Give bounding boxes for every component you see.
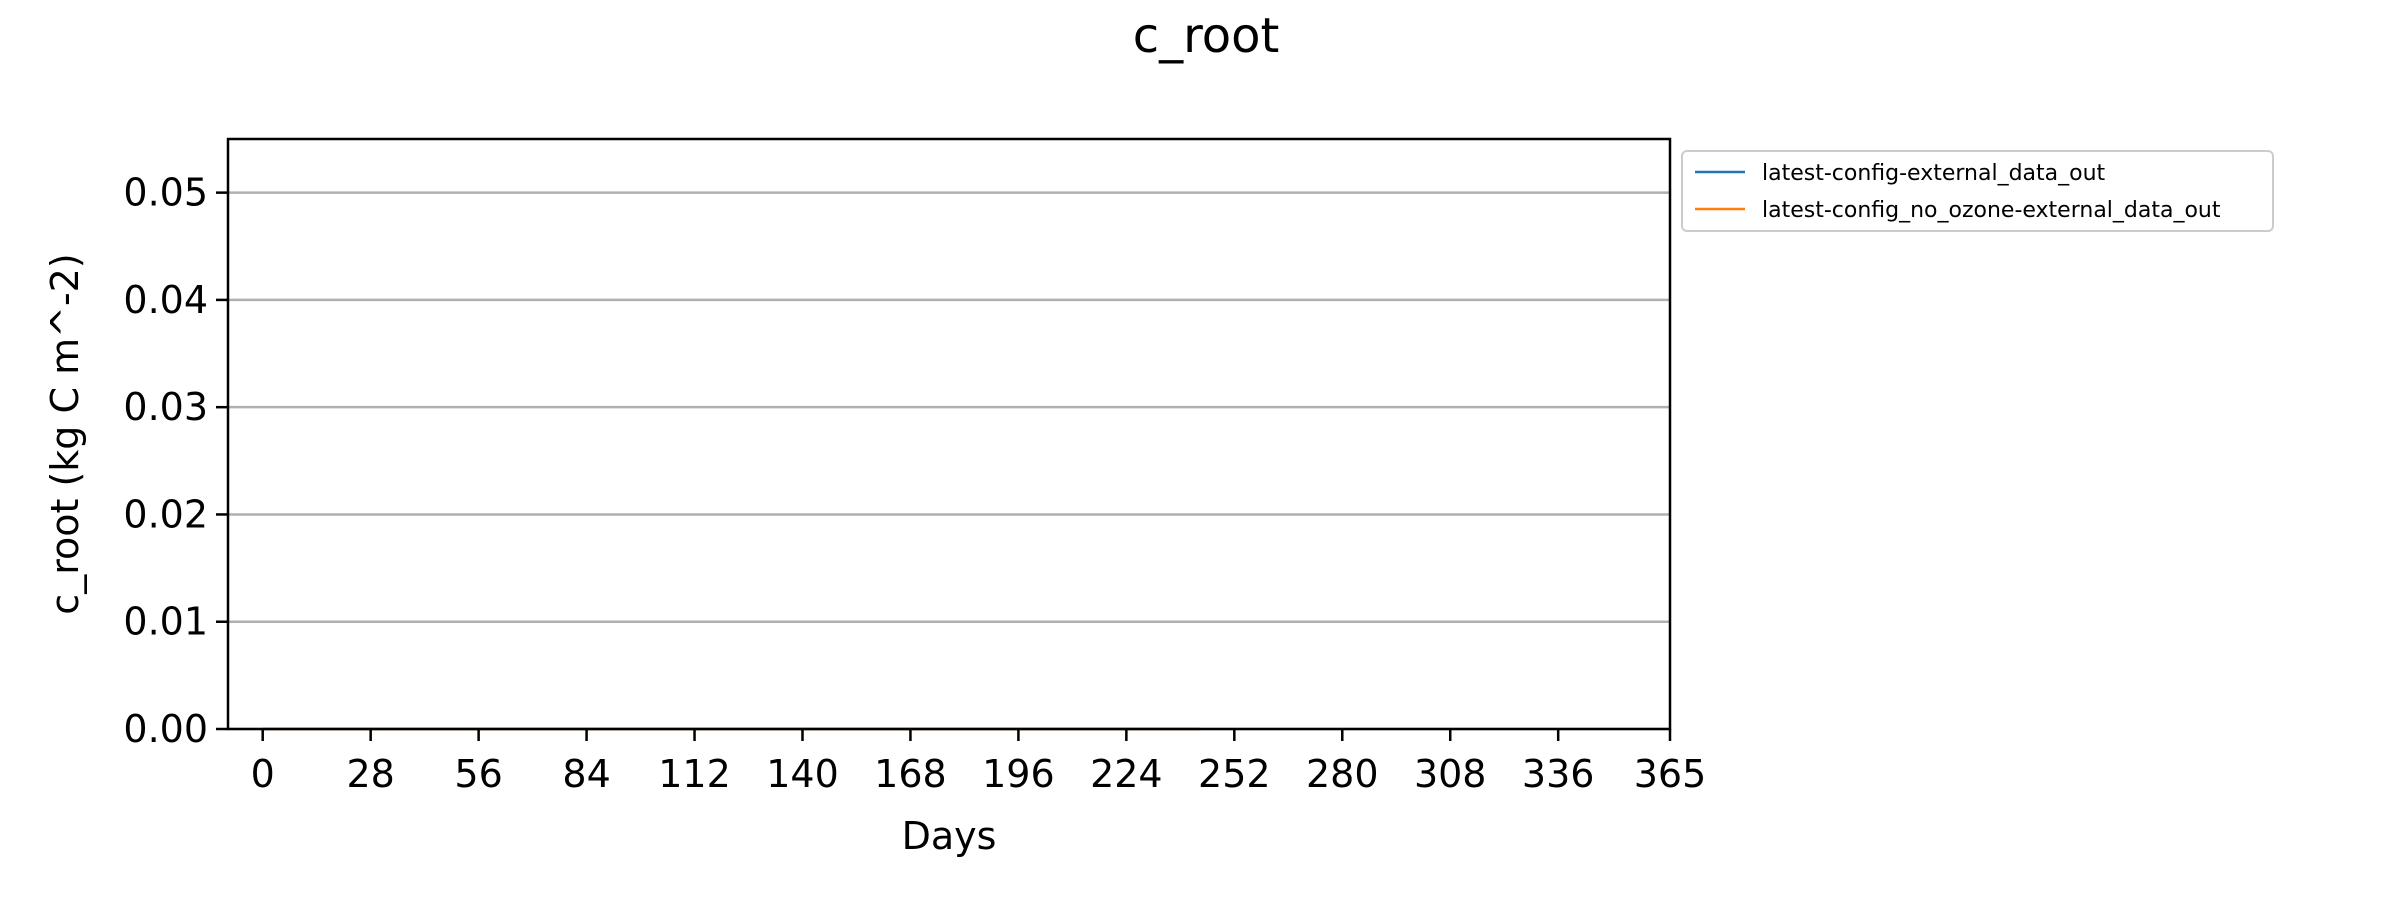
- y-tick-label: 0.01: [123, 600, 208, 644]
- chart-title: c_root: [1133, 8, 1280, 64]
- y-tick-label: 0.03: [123, 385, 208, 429]
- y-tick-label: 0.04: [123, 278, 208, 322]
- x-tick-label: 140: [766, 752, 839, 796]
- legend-label-2: latest-config_no_ozone-external_data_out: [1762, 198, 2221, 223]
- x-tick-label: 84: [562, 752, 610, 796]
- x-tick-label: 56: [454, 752, 502, 796]
- x-tick-label: 224: [1090, 752, 1163, 796]
- x-axis-label: Days: [902, 814, 997, 858]
- y-axis-ticks: 0.00 0.01 0.02 0.03 0.04 0.05: [123, 171, 228, 751]
- x-tick-label: 0: [251, 752, 275, 796]
- grid-layer: [228, 191, 1670, 731]
- y-tick-label: 0.00: [123, 707, 208, 751]
- legend: latest-config-external_data_out latest-co…: [1681, 150, 2274, 232]
- x-tick-label: 280: [1306, 752, 1379, 796]
- x-tick-label: 168: [874, 752, 947, 796]
- x-tick-label: 28: [346, 752, 394, 796]
- y-axis-label: c_root (kg C m^-2): [43, 253, 87, 614]
- x-tick-label: 252: [1198, 752, 1271, 796]
- legend-frame: [1681, 150, 2274, 232]
- x-tick-label: 308: [1414, 752, 1487, 796]
- y-tick-label: 0.02: [123, 492, 208, 536]
- x-tick-label: 336: [1522, 752, 1595, 796]
- x-tick-label: 196: [982, 752, 1055, 796]
- plot-frame: [226, 137, 1672, 731]
- x-tick-label: 365: [1634, 752, 1707, 796]
- legend-items: latest-config-external_data_out latest-co…: [1695, 161, 2221, 223]
- y-tick-label: 0.05: [123, 171, 208, 215]
- legend-label-1: latest-config-external_data_out: [1762, 161, 2106, 186]
- x-axis-ticks: 0 28 56 84 112 140 168 196 224 252 280 308 336 365: [251, 729, 1707, 796]
- x-tick-label: 112: [658, 752, 731, 796]
